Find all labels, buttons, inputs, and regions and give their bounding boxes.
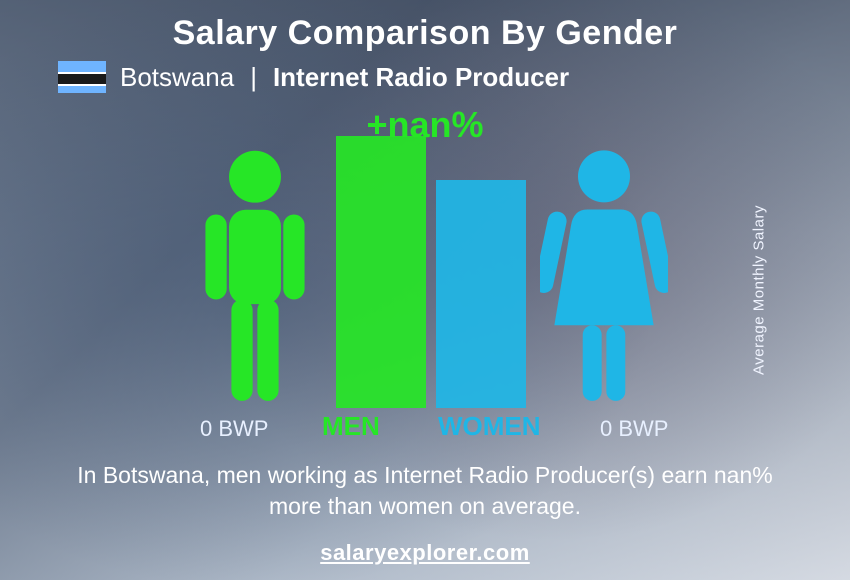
subtitle-row: Botswana | Internet Radio Producer xyxy=(0,61,850,93)
description: In Botswana, men working as Internet Rad… xyxy=(0,460,850,522)
subtitle-separator: | xyxy=(250,62,257,93)
cat-women: WOMEN xyxy=(438,411,541,442)
y-axis-label: Average Monthly Salary xyxy=(751,205,768,375)
chart-area: +nan% 0 BWP MEN WOMEN 0 BWP xyxy=(0,110,850,450)
subtitle-job: Internet Radio Producer xyxy=(273,62,569,93)
bar-women xyxy=(436,180,526,408)
footer-link[interactable]: salaryexplorer.com xyxy=(0,540,850,566)
value-men: 0 BWP xyxy=(200,416,268,442)
cat-men: MEN xyxy=(322,411,380,442)
flag-icon xyxy=(58,61,106,93)
value-women: 0 BWP xyxy=(600,416,668,442)
woman-icon xyxy=(540,148,668,408)
man-icon xyxy=(196,148,314,408)
page-title: Salary Comparison By Gender xyxy=(0,0,850,53)
subtitle-country: Botswana xyxy=(120,62,234,93)
bar-men xyxy=(336,136,426,408)
